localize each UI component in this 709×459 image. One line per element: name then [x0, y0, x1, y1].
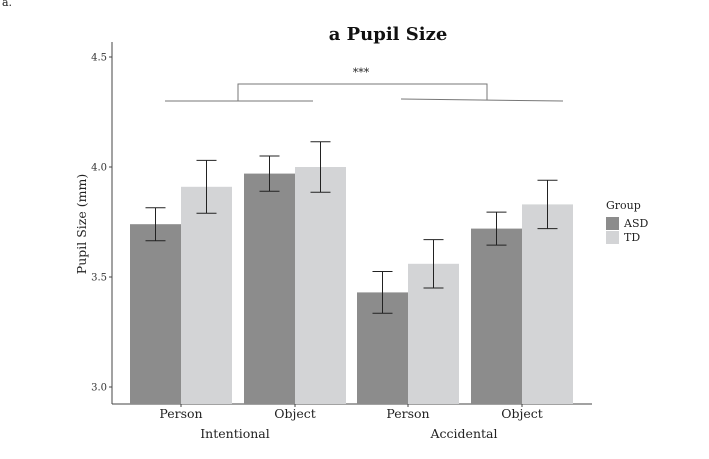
x-category-label: Person [386, 406, 429, 421]
bar-asd-1 [244, 174, 295, 404]
legend-label-asd: ASD [623, 217, 648, 230]
bar-td-1 [295, 167, 346, 404]
bracket-connector [238, 84, 487, 101]
y-axis-label: Pupil Size (mm) [74, 174, 89, 274]
y-tick-label: 3.0 [91, 383, 107, 394]
x-category-label: Object [501, 406, 543, 421]
legend-title: Group [606, 199, 641, 212]
chart-title: a Pupil Size [329, 24, 448, 45]
y-tick-label: 4.0 [91, 163, 107, 174]
x-group-label: Intentional [200, 426, 270, 441]
significance-stars: *** [353, 66, 370, 79]
bar-asd-3 [471, 229, 522, 404]
x-category-label: Person [159, 406, 202, 421]
bracket-right-span [401, 99, 563, 101]
legend-label-td: TD [624, 231, 640, 244]
y-tick-label: 3.5 [91, 273, 107, 284]
x-group-label: Accidental [430, 426, 498, 441]
bar-asd-0 [130, 224, 181, 404]
bar-td-0 [181, 187, 232, 404]
plot-area: 3.0 3.5 4.0 4.5 Person Object Person Object Inte… [91, 42, 592, 441]
bar-td-3 [522, 204, 573, 404]
corner-label: a. [2, 0, 12, 9]
legend-swatch-asd [606, 217, 619, 230]
y-tick-label: 4.5 [91, 53, 107, 64]
x-category-label: Object [274, 406, 316, 421]
legend-swatch-td [606, 231, 619, 244]
